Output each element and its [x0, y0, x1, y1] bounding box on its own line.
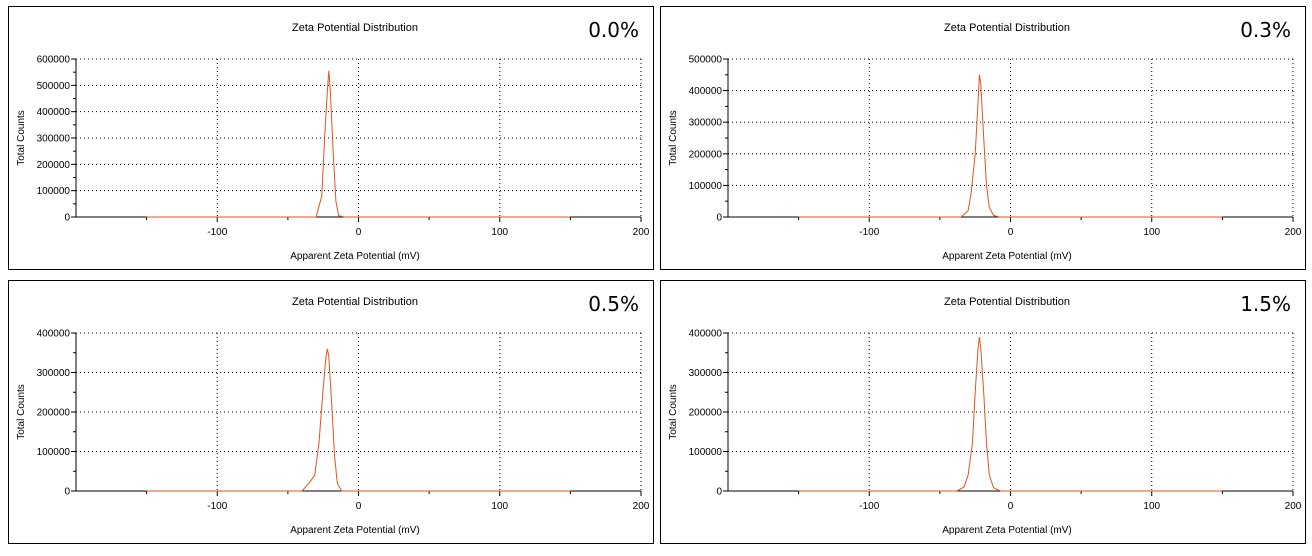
chart-panel-3: Zeta Potential Distribution 1.5% 0 100000 20… — [660, 280, 1306, 544]
x-tick-label: 200 — [1285, 227, 1302, 238]
series-line — [798, 336, 1223, 492]
y-tick-label: 0 — [64, 487, 70, 498]
chart-svg: Zeta Potential Distribution 0.3% 0 100000 20… — [668, 18, 1302, 262]
panel-label: 0.0% — [588, 18, 639, 42]
x-axis-label: Apparent Zeta Potential (mV) — [942, 251, 1072, 262]
x-tick-label: 0 — [1008, 501, 1014, 512]
y-tick-label: 200000 — [689, 408, 723, 419]
series-line — [798, 74, 1223, 218]
y-tick-label: 500000 — [689, 55, 723, 66]
chart-title: Zeta Potential Distribution — [944, 22, 1070, 34]
y-axis-label: Total Counts — [16, 384, 27, 440]
x-axis-label: Apparent Zeta Potential (mV) — [290, 251, 420, 262]
x-axis-label: Apparent Zeta Potential (mV) — [290, 525, 420, 536]
y-tick-label: 0 — [716, 213, 722, 224]
chart-panel-2: Zeta Potential Distribution 0.5% 0 100000 20… — [8, 280, 654, 544]
x-tick-label: 0 — [356, 227, 362, 238]
y-tick-label: 100000 — [689, 181, 723, 192]
x-tick-label: 100 — [491, 227, 508, 238]
y-tick-label: 300000 — [37, 368, 71, 379]
x-tick-label: 0 — [1008, 227, 1014, 238]
panel-label: 0.5% — [588, 292, 639, 316]
x-tick-label: 100 — [1143, 501, 1160, 512]
y-tick-label: 200000 — [37, 408, 71, 419]
panel-label: 1.5% — [1240, 292, 1291, 316]
y-tick-label: 400000 — [37, 107, 71, 118]
x-tick-label: 200 — [633, 501, 650, 512]
chart-svg: Zeta Potential Distribution 1.5% 0 100000 20… — [668, 292, 1302, 536]
series-line — [146, 70, 571, 218]
y-tick-label: 600000 — [37, 55, 71, 66]
y-tick-label: 300000 — [689, 118, 723, 129]
x-tick-label: -100 — [859, 227, 879, 238]
y-axis-label: Total Counts — [668, 110, 679, 166]
y-tick-label: 300000 — [689, 368, 723, 379]
y-axis-label: Total Counts — [16, 110, 27, 166]
x-tick-label: -100 — [207, 501, 227, 512]
y-tick-label: 500000 — [37, 81, 71, 92]
chart-title: Zeta Potential Distribution — [292, 296, 418, 308]
y-tick-label: 100000 — [689, 447, 723, 458]
series-line — [146, 348, 571, 492]
y-tick-label: 100000 — [37, 186, 71, 197]
chart-panel-1: Zeta Potential Distribution 0.3% 0 100000 20… — [660, 6, 1306, 270]
chart-svg: Zeta Potential Distribution 0.0% 0 100000 20… — [16, 18, 650, 262]
y-tick-label: 400000 — [37, 329, 71, 340]
y-tick-label: 0 — [716, 487, 722, 498]
x-tick-label: 100 — [1143, 227, 1160, 238]
chart-panel-0: Zeta Potential Distribution 0.0% 0 100000 20… — [8, 6, 654, 270]
y-axis-label: Total Counts — [668, 384, 679, 440]
x-tick-label: 200 — [633, 227, 650, 238]
panel-label: 0.3% — [1240, 18, 1291, 42]
x-axis-label: Apparent Zeta Potential (mV) — [942, 525, 1072, 536]
y-tick-label: 100000 — [37, 447, 71, 458]
y-tick-label: 0 — [64, 213, 70, 224]
y-tick-label: 200000 — [689, 149, 723, 160]
x-tick-label: -100 — [207, 227, 227, 238]
x-tick-label: 0 — [356, 501, 362, 512]
chart-title: Zeta Potential Distribution — [944, 296, 1070, 308]
x-tick-label: 200 — [1285, 501, 1302, 512]
y-tick-label: 400000 — [689, 86, 723, 97]
y-tick-label: 200000 — [37, 160, 71, 171]
x-tick-label: 100 — [491, 501, 508, 512]
x-tick-label: -100 — [859, 501, 879, 512]
y-tick-label: 300000 — [37, 134, 71, 145]
chart-title: Zeta Potential Distribution — [292, 22, 418, 34]
chart-svg: Zeta Potential Distribution 0.5% 0 100000 20… — [16, 292, 650, 536]
y-tick-label: 400000 — [689, 329, 723, 340]
